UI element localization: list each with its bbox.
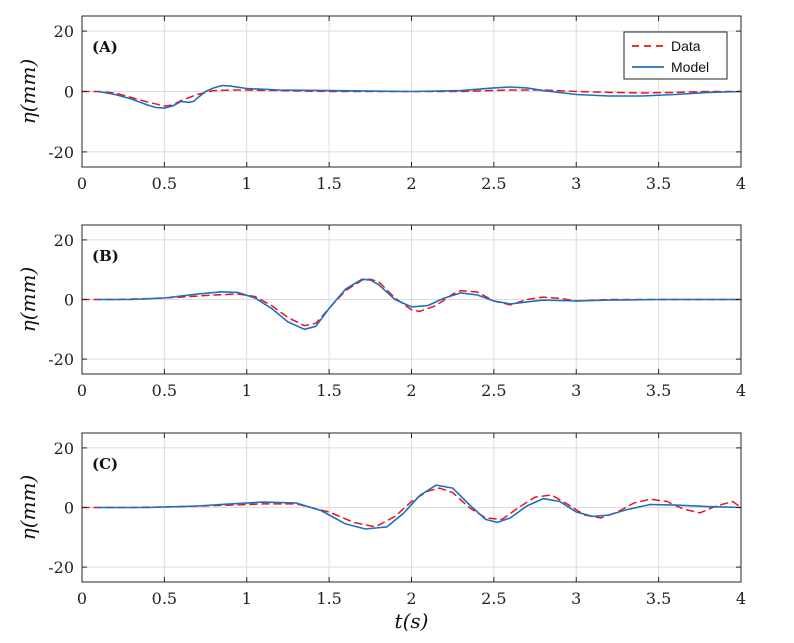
x-tick-label: 2 <box>406 381 416 400</box>
x-tick-label: 1.5 <box>316 174 341 193</box>
panel-c-grid <box>81 433 742 582</box>
series-line-data <box>81 89 742 107</box>
x-tick-label: 3.5 <box>646 589 671 608</box>
x-tick-label: 4 <box>736 174 746 193</box>
x-tick-label: 2 <box>406 174 416 193</box>
panel-c-series <box>81 484 742 530</box>
series-line-model <box>97 84 742 109</box>
x-tick-label: 0 <box>77 174 87 193</box>
panel-c-label: (C) <box>92 455 118 473</box>
x-tick-label: 3 <box>571 381 581 400</box>
y-tick-label: 20 <box>54 22 74 41</box>
x-tick-label: 4 <box>736 381 746 400</box>
panel-c-y-axis-title: η(mm) <box>16 475 40 541</box>
x-tick-label: 3.5 <box>646 381 671 400</box>
x-tick-label: 0 <box>77 589 87 608</box>
x-tick-label: 3.5 <box>646 174 671 193</box>
legend-box <box>623 31 728 80</box>
x-tick-label: 0.5 <box>152 589 177 608</box>
x-tick-label: 2.5 <box>481 589 506 608</box>
legend: Data Model <box>623 31 728 80</box>
y-tick-label: -20 <box>48 558 74 577</box>
y-tick-label: 20 <box>54 439 74 458</box>
panel-b-series <box>81 278 742 331</box>
y-tick-label: 0 <box>64 291 74 310</box>
legend-model-label: Model <box>671 59 709 75</box>
y-tick-label: 20 <box>54 231 74 250</box>
panel-a-y-axis-title: η(mm) <box>16 59 40 125</box>
panel-b-label: (B) <box>92 247 119 265</box>
panel-a-label: (A) <box>92 38 118 56</box>
y-tick-label: 0 <box>64 499 74 518</box>
x-tick-label: 2.5 <box>481 381 506 400</box>
x-tick-label: 2.5 <box>481 174 506 193</box>
x-tick-label: 3 <box>571 589 581 608</box>
x-tick-label: 1.5 <box>316 589 341 608</box>
x-tick-label: 1 <box>242 174 252 193</box>
x-axis-title: t(s) <box>395 609 429 633</box>
x-tick-label: 0 <box>77 381 87 400</box>
panel-a-series <box>81 84 742 109</box>
series-line-model <box>97 484 742 530</box>
y-tick-label: -20 <box>48 143 74 162</box>
x-tick-label: 1 <box>242 381 252 400</box>
y-tick-label: -20 <box>48 350 74 369</box>
x-tick-label: 1.5 <box>316 381 341 400</box>
x-tick-label: 3 <box>571 174 581 193</box>
x-tick-label: 0.5 <box>152 174 177 193</box>
y-tick-label: 0 <box>64 83 74 102</box>
x-tick-label: 4 <box>736 589 746 608</box>
legend-data-label: Data <box>671 38 701 54</box>
x-tick-label: 0.5 <box>152 381 177 400</box>
x-tick-label: 2 <box>406 589 416 608</box>
panel-b-y-axis-title: η(mm) <box>16 267 40 333</box>
x-tick-label: 1 <box>242 589 252 608</box>
series-line-model <box>97 278 742 331</box>
